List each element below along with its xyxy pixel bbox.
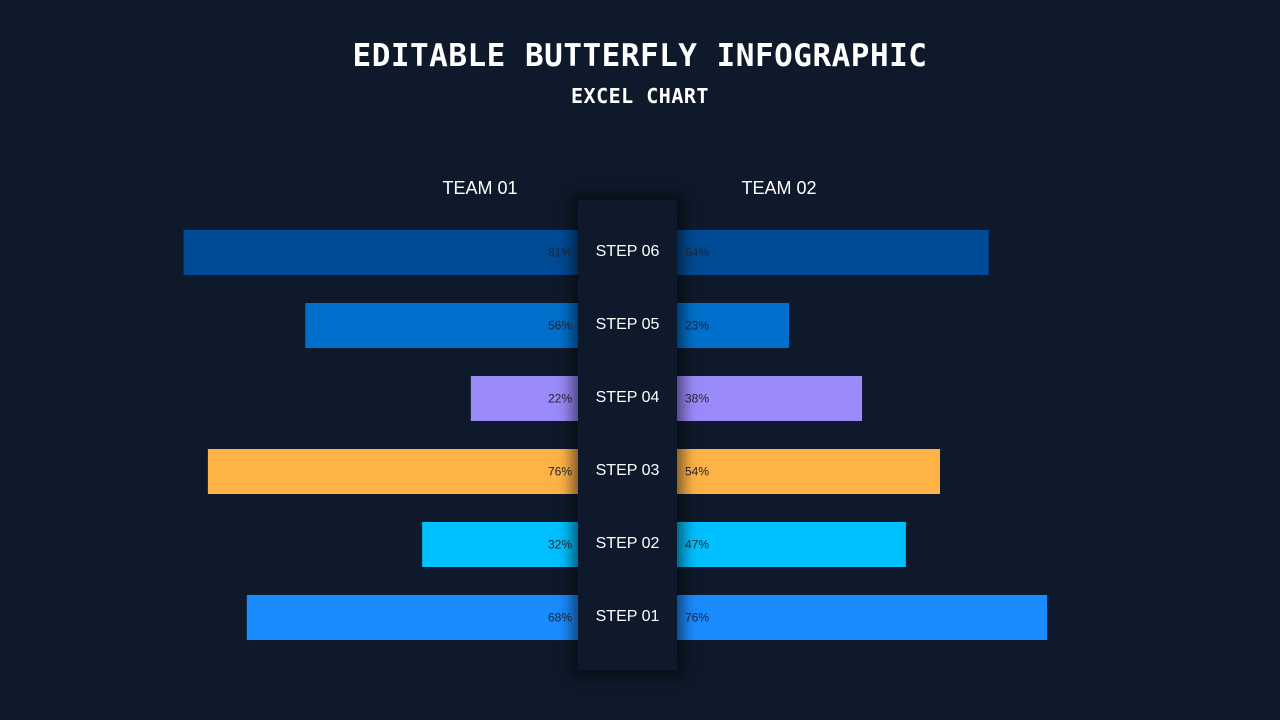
data-label-team-01: 56% [548, 319, 572, 333]
data-label-team-01: 81% [548, 246, 572, 260]
bar-team-02-step-02 [677, 522, 906, 567]
bar-team-02-step-01 [677, 595, 1048, 640]
chart-title: EDITABLE BUTTERFLY INFOGRAPHIC [352, 38, 928, 74]
category-label: STEP 02 [596, 535, 660, 552]
category-spine [578, 200, 677, 670]
bar-team-01-step-01 [246, 595, 578, 640]
category-label: STEP 03 [596, 462, 660, 479]
bar-team-02-step-05 [677, 303, 790, 348]
data-label-team-01: 22% [548, 392, 572, 406]
bar-team-01-step-03 [207, 449, 578, 494]
data-label-team-02: 76% [685, 611, 709, 625]
data-label-team-01: 68% [548, 611, 572, 625]
series-label-team-02: TEAM 02 [741, 178, 817, 198]
bar-team-01-step-04 [470, 376, 578, 421]
series-label-team-01: TEAM 01 [442, 178, 518, 198]
data-label-team-01: 32% [548, 538, 572, 552]
bar-team-01-step-02 [422, 522, 578, 567]
category-label: STEP 05 [596, 316, 660, 333]
bar-team-02-step-04 [677, 376, 863, 421]
data-label-team-01: 76% [548, 465, 572, 479]
category-label: STEP 06 [596, 243, 660, 260]
category-label: STEP 01 [596, 608, 660, 625]
data-label-team-02: 54% [685, 465, 709, 479]
bar-team-01-step-05 [305, 303, 578, 348]
bar-team-02-step-06 [677, 230, 989, 275]
chart-subtitle: EXCEL CHART [571, 84, 709, 108]
data-label-team-02: 38% [685, 392, 709, 406]
data-label-team-02: 64% [685, 246, 709, 260]
bar-team-02-step-03 [677, 449, 940, 494]
data-label-team-02: 47% [685, 538, 709, 552]
bar-team-01-step-06 [183, 230, 578, 275]
category-label: STEP 04 [596, 389, 660, 406]
data-label-team-02: 23% [685, 319, 709, 333]
